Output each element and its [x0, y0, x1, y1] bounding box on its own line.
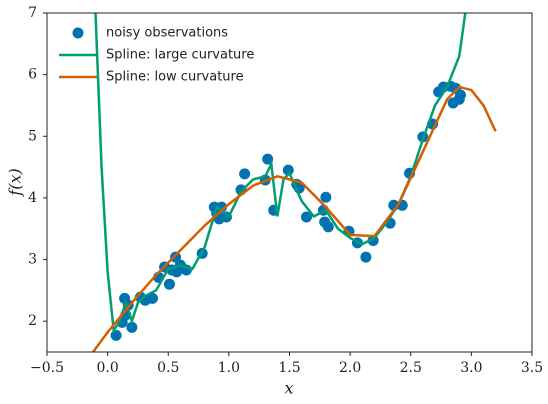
point [360, 251, 372, 263]
legend-label: Spline: low curvature [106, 70, 244, 85]
x-tick-label: 1.0 [218, 360, 240, 376]
point [126, 321, 138, 333]
y-tick-label: 2 [28, 313, 37, 329]
legend-label: noisy observations [106, 26, 228, 41]
y-axis-label: f(x) [6, 168, 25, 196]
legend-label: Spline: large curvature [106, 48, 254, 63]
point [146, 292, 158, 304]
legend-marker [72, 27, 84, 39]
line [92, 85, 497, 352]
x-tick-label: 3.0 [460, 360, 482, 376]
plot-area [92, 13, 497, 352]
frame [46, 12, 533, 353]
point [454, 89, 466, 101]
point [282, 164, 294, 176]
x-tick-label: 0.0 [96, 360, 118, 376]
point [163, 278, 175, 290]
x-tick-label: 3.5 [521, 360, 543, 376]
point [170, 251, 182, 263]
y-tick-label: 4 [28, 190, 37, 206]
x-axis-label: x [284, 379, 293, 398]
point [300, 211, 312, 223]
point [110, 329, 122, 341]
x-tick-label: 2.0 [339, 360, 361, 376]
point [239, 168, 251, 180]
point [262, 153, 274, 165]
x-tick-label: 2.5 [400, 360, 422, 376]
y-tick-label: 3 [28, 252, 37, 268]
x-tick-label: 1.5 [278, 360, 300, 376]
y-tick-label: 7 [28, 5, 37, 21]
y-tick-label: 6 [28, 67, 37, 83]
x-tick-label: −0.5 [30, 360, 64, 376]
x-tick-label: 0.5 [157, 360, 179, 376]
point [320, 191, 332, 203]
point [319, 216, 331, 228]
y-tick-label: 5 [28, 128, 37, 144]
